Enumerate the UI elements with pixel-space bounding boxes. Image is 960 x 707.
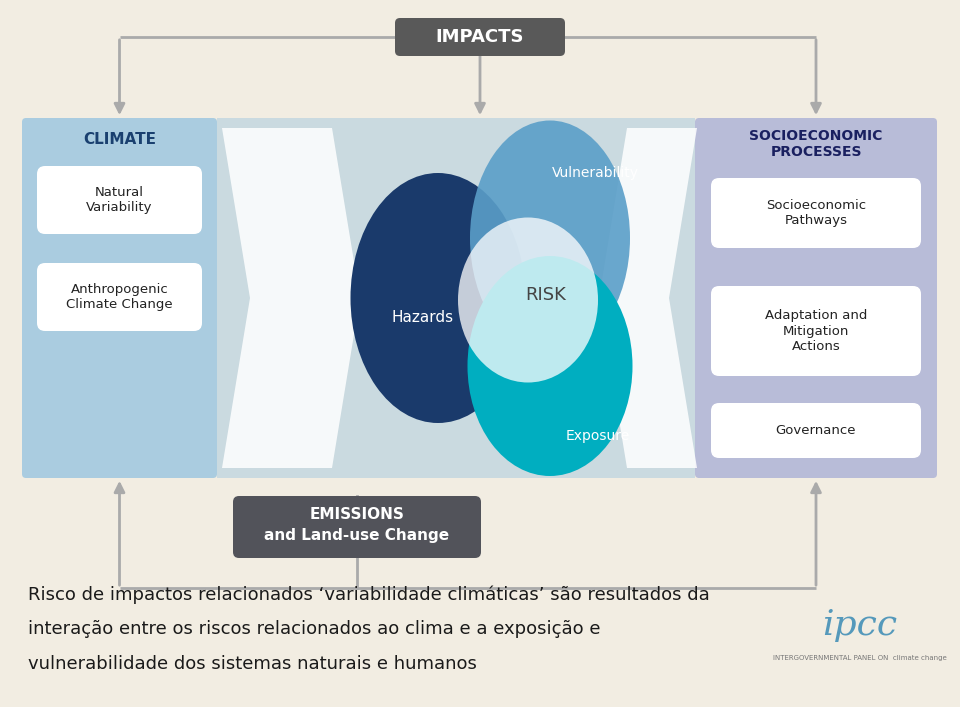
Text: IMPACTS: IMPACTS bbox=[436, 28, 524, 46]
Text: Risco de impactos relacionados ‘variabilidade climáticas’ são resultados da: Risco de impactos relacionados ‘variabil… bbox=[28, 585, 709, 604]
Text: ipcc: ipcc bbox=[823, 608, 898, 642]
FancyBboxPatch shape bbox=[37, 166, 202, 234]
Text: Hazards: Hazards bbox=[392, 310, 454, 325]
Text: CLIMATE: CLIMATE bbox=[83, 132, 156, 148]
FancyBboxPatch shape bbox=[395, 18, 565, 56]
FancyBboxPatch shape bbox=[695, 118, 937, 478]
Text: Adaptation and
Mitigation
Actions: Adaptation and Mitigation Actions bbox=[765, 310, 867, 353]
Text: vulnerabilidade dos sistemas naturais e humanos: vulnerabilidade dos sistemas naturais e … bbox=[28, 655, 477, 673]
Text: Exposure: Exposure bbox=[565, 429, 630, 443]
Text: SOCIOECONOMIC
PROCESSES: SOCIOECONOMIC PROCESSES bbox=[750, 129, 882, 159]
Polygon shape bbox=[222, 128, 360, 468]
FancyBboxPatch shape bbox=[711, 178, 921, 248]
Text: RISK: RISK bbox=[525, 286, 566, 304]
Text: Natural
Variability: Natural Variability bbox=[86, 186, 153, 214]
FancyBboxPatch shape bbox=[217, 118, 695, 478]
Text: Socioeconomic
Pathways: Socioeconomic Pathways bbox=[766, 199, 866, 227]
Ellipse shape bbox=[468, 256, 633, 476]
Text: EMISSIONS
and Land-use Change: EMISSIONS and Land-use Change bbox=[264, 507, 449, 543]
Text: interação entre os riscos relacionados ao clima e a exposição e: interação entre os riscos relacionados a… bbox=[28, 620, 601, 638]
Ellipse shape bbox=[470, 120, 630, 356]
FancyBboxPatch shape bbox=[22, 118, 217, 478]
FancyBboxPatch shape bbox=[37, 263, 202, 331]
Text: Governance: Governance bbox=[776, 424, 856, 437]
FancyBboxPatch shape bbox=[233, 496, 481, 558]
FancyBboxPatch shape bbox=[711, 403, 921, 458]
Text: INTERGOVERNMENTAL PANEL ON  climate change: INTERGOVERNMENTAL PANEL ON climate chang… bbox=[773, 655, 947, 661]
FancyBboxPatch shape bbox=[711, 286, 921, 376]
Ellipse shape bbox=[350, 173, 525, 423]
Polygon shape bbox=[599, 128, 697, 468]
Ellipse shape bbox=[458, 218, 598, 382]
Text: Anthropogenic
Climate Change: Anthropogenic Climate Change bbox=[66, 283, 173, 311]
Text: Vulnerability: Vulnerability bbox=[551, 166, 638, 180]
